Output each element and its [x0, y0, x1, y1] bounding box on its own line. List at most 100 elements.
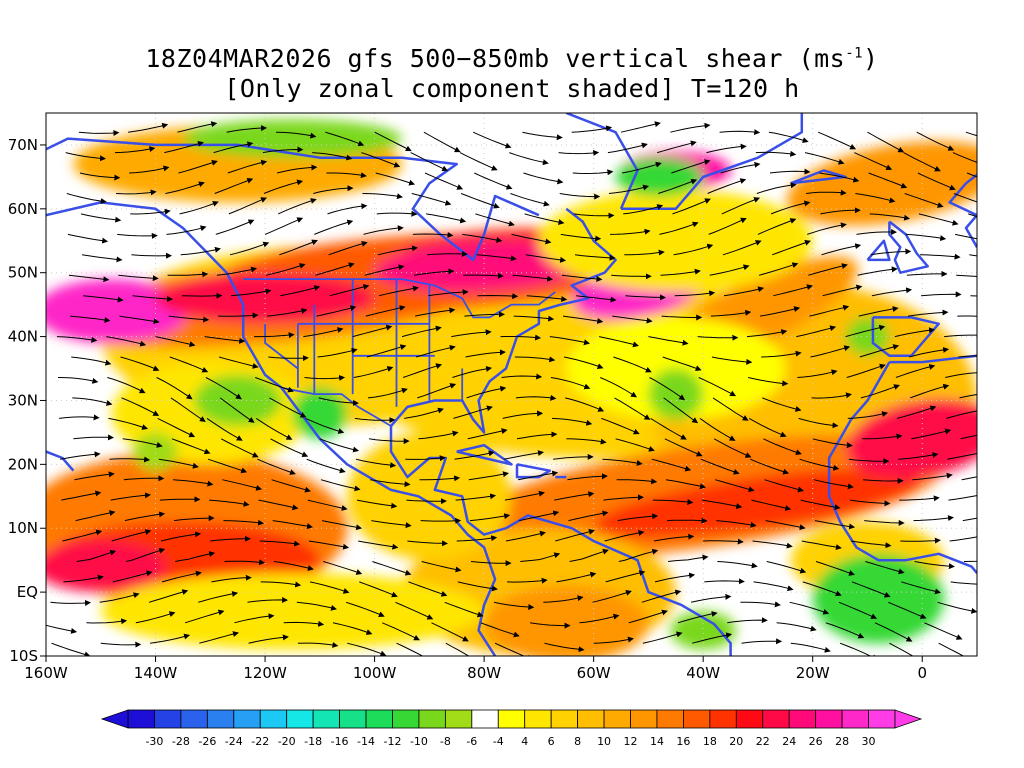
streamline	[222, 479, 263, 491]
streamline	[279, 239, 318, 256]
streamline	[320, 479, 361, 492]
streamline	[206, 417, 243, 441]
streamline	[871, 287, 913, 297]
streamline	[899, 495, 940, 502]
streamline	[864, 519, 905, 526]
streamline	[417, 383, 457, 399]
streamline	[764, 479, 804, 493]
streamline	[413, 268, 455, 276]
streamline	[905, 233, 947, 242]
streamline	[297, 642, 339, 648]
streamline	[601, 417, 640, 435]
streamline	[159, 496, 201, 503]
streamline	[809, 304, 850, 317]
streamline	[525, 254, 567, 263]
streamline	[865, 561, 905, 575]
streamline	[806, 189, 847, 196]
streamline	[917, 172, 956, 191]
y-tick-label: EQ	[17, 583, 38, 601]
streamline	[664, 438, 703, 457]
streamline	[641, 589, 682, 603]
streamline	[652, 499, 694, 505]
streamline	[117, 232, 158, 239]
streamline	[266, 263, 306, 276]
streamline	[214, 177, 254, 194]
streamline	[514, 356, 556, 363]
streamline	[472, 131, 512, 149]
streamline	[815, 561, 855, 576]
streamline	[121, 397, 160, 416]
streamline	[755, 150, 797, 157]
x-tick-label: 160W	[24, 664, 68, 682]
streamline	[464, 311, 505, 318]
streamline	[325, 131, 365, 147]
streamline	[314, 219, 354, 235]
streamline	[903, 152, 941, 172]
streamline	[453, 405, 493, 419]
streamline	[372, 561, 412, 576]
streamline	[592, 589, 632, 603]
x-axis: 160W 140W 120W 100W 80W 60W 40W 20W 0	[24, 656, 927, 682]
streamline	[895, 364, 936, 378]
streamline	[273, 561, 314, 571]
streamline	[198, 590, 239, 603]
streamline	[620, 121, 661, 133]
streamline	[763, 438, 802, 456]
streamline	[921, 291, 962, 298]
streamline	[566, 438, 607, 445]
streamline	[67, 233, 109, 244]
streamline	[347, 642, 387, 656]
coastline	[390, 207, 617, 434]
streamline	[561, 274, 603, 282]
streamline	[319, 438, 360, 453]
streamline	[180, 246, 221, 256]
x-tick-label: 0	[917, 664, 927, 682]
streamline	[51, 642, 91, 656]
streamline	[355, 458, 397, 469]
streamline	[854, 152, 893, 171]
streamline	[758, 262, 799, 276]
streamline	[863, 477, 904, 484]
streamline	[727, 617, 768, 624]
coastline	[565, 113, 639, 210]
streamline	[303, 327, 344, 338]
streamline	[216, 266, 258, 276]
streamline	[518, 470, 559, 481]
streamline	[130, 208, 171, 215]
streamline	[924, 622, 963, 640]
streamline	[526, 295, 568, 302]
streamline	[109, 456, 151, 463]
streamline	[661, 314, 703, 321]
x-tick-label: 140W	[134, 664, 178, 682]
streamline	[838, 601, 878, 619]
streamline	[959, 394, 977, 399]
streamline	[796, 325, 837, 338]
streamline	[327, 203, 368, 215]
streamline	[660, 268, 701, 276]
streamline	[254, 332, 295, 339]
streamline	[322, 561, 363, 575]
streamline	[226, 125, 268, 133]
streamline	[474, 172, 513, 190]
streamline	[855, 193, 896, 204]
streamline	[218, 356, 259, 369]
streamline	[155, 336, 196, 348]
streamline	[593, 636, 634, 644]
streamline	[82, 254, 123, 263]
streamline	[452, 365, 493, 378]
streamline	[671, 159, 711, 174]
streamline	[456, 535, 498, 542]
streamline	[603, 494, 644, 501]
streamline	[308, 540, 350, 550]
streamline	[332, 622, 373, 635]
streamline	[760, 306, 801, 317]
streamline	[361, 152, 401, 168]
streamline	[276, 164, 318, 174]
streamline	[949, 536, 977, 542]
streamline	[870, 248, 912, 256]
streamline	[512, 274, 554, 282]
streamline	[849, 499, 891, 507]
streamline	[169, 356, 209, 373]
streamline	[762, 397, 802, 412]
